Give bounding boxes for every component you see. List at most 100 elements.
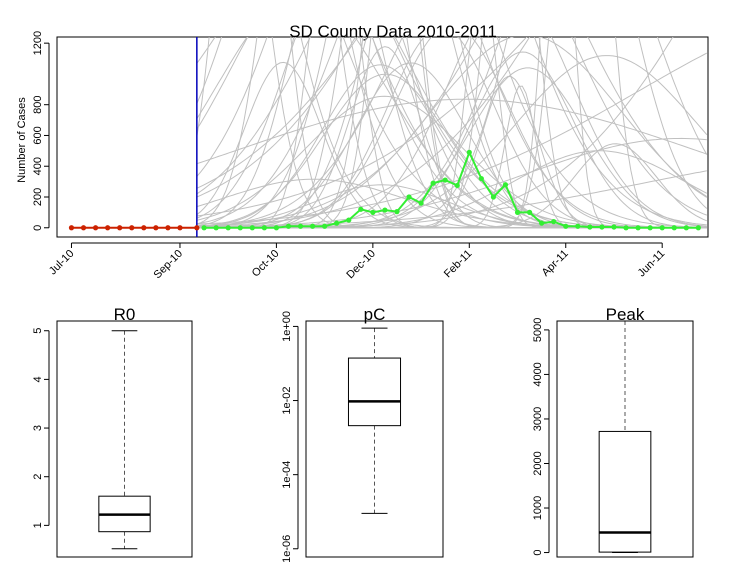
observed-after-point: [659, 225, 665, 231]
simulation-curve: [196, 37, 708, 198]
observed-before-point: [129, 225, 135, 231]
main-y-axis: 0 200 400 600 800 1200: [32, 31, 50, 231]
observed-after-point: [394, 209, 400, 215]
main-chart-title: SD County Data 2010-2011: [289, 22, 497, 41]
observed-before-point: [165, 225, 171, 231]
observed-before-point: [141, 225, 147, 231]
main-x-tick-label: Jul-10: [47, 248, 77, 278]
main-y-tick-label: 600: [32, 126, 44, 144]
observed-after-point: [261, 225, 267, 231]
observed-after-point: [322, 223, 328, 229]
observed-after-point: [683, 225, 689, 231]
observed-after-point: [575, 223, 581, 229]
boxplot-peak-y-tick-label: 1000: [532, 496, 544, 520]
boxplot-pc-box: [347, 357, 402, 427]
observed-after-point: [502, 182, 509, 188]
observed-after-series: [201, 149, 701, 231]
boxplot-r0-y-tick-label: 5: [32, 328, 44, 334]
main-y-axis-label: Number of Cases: [16, 97, 28, 183]
boxplot-pc: pC 1e-06 1e-04 1e-02 1e+00: [281, 305, 444, 563]
observed-after-point: [490, 194, 497, 200]
main-x-tick-label: Apr-11: [540, 248, 571, 279]
boxplot-peak-y-tick-label: 4000: [532, 362, 544, 386]
observed-after-point: [466, 149, 472, 155]
observed-after-point: [370, 209, 376, 215]
observed-after-point: [201, 225, 207, 231]
observed-before-point: [194, 225, 200, 231]
observed-after-point: [563, 223, 569, 229]
observed-after-point: [623, 225, 629, 231]
simulation-curve: [196, 37, 357, 198]
boxplot-r0-y-tick-label: 2: [32, 474, 44, 480]
simulation-curve: [196, 37, 707, 228]
observed-after-point: [647, 225, 653, 231]
boxplot-peak-box: [598, 430, 652, 553]
observed-before-series: [68, 225, 200, 231]
observed-after-point: [297, 223, 304, 229]
boxplot-r0-content: 1 2 3 4 5: [32, 328, 151, 550]
boxplot-peak-content: 0 1000 2000 3000 4000 5000: [532, 318, 652, 556]
simulation-curve: [196, 37, 707, 226]
simulation-curve: [196, 95, 707, 229]
observed-after-point: [430, 180, 436, 186]
observed-after-point: [273, 225, 280, 231]
observed-after-point: [249, 225, 255, 231]
observed-after-point: [237, 225, 243, 231]
observed-before-point: [105, 225, 111, 231]
main-x-tick-label: Oct-10: [250, 248, 282, 280]
observed-after-point: [635, 225, 641, 231]
observed-after-point: [551, 219, 557, 225]
simulation-curve: [196, 37, 478, 227]
simulation-curve: [196, 98, 707, 165]
main-y-tick-label: 1200: [32, 31, 44, 55]
observed-after-point: [599, 224, 605, 230]
observed-before-point: [177, 225, 183, 231]
boxplot-r0-y-tick-label: 4: [32, 376, 44, 382]
observed-after-point: [478, 175, 484, 182]
boxplot-r0-y-tick-label: 1: [32, 522, 44, 528]
observed-before-point: [92, 225, 99, 231]
main-y-tick-label: 400: [32, 157, 44, 175]
simulation-curve: [196, 73, 707, 229]
observed-before-point: [80, 225, 87, 231]
observed-after-point: [418, 200, 424, 206]
simulation-curve: [196, 37, 359, 189]
observed-before-point: [153, 225, 159, 231]
main-y-tick-label: 0: [32, 225, 44, 231]
observed-after-point: [382, 207, 388, 213]
simulation-curves: [196, 37, 708, 229]
simulation-curve: [196, 37, 528, 217]
observed-after-point: [334, 220, 340, 226]
observed-after-point: [285, 223, 292, 229]
main-x-tick-label: Sep-10: [152, 248, 186, 282]
boxplot-pc-title: pC: [364, 305, 386, 324]
observed-after-point: [358, 206, 364, 212]
observed-after-point: [309, 223, 316, 229]
observed-after-point: [671, 225, 677, 231]
simulation-curve: [196, 37, 531, 227]
observed-after-point: [526, 209, 533, 215]
observed-after-point: [539, 220, 545, 226]
boxplot-pc-y-tick-label: 1e-04: [281, 461, 293, 489]
boxplot-pc-content: 1e-06 1e-04 1e-02 1e+00: [281, 311, 402, 563]
main-chart: SD County Data 2010-2011 Number of Cases…: [16, 22, 709, 282]
observed-after-point: [442, 177, 448, 183]
boxplot-peak-y-tick-label: 2000: [532, 451, 544, 475]
main-y-tick-label: 800: [32, 96, 44, 114]
main-plot-frame: [56, 36, 709, 238]
observed-before-point: [68, 225, 75, 231]
observed-after-point: [587, 224, 593, 230]
boxplot-peak-y-tick-label: 3000: [532, 407, 544, 431]
boxplot-r0-frame: [56, 320, 193, 558]
observed-after-point: [406, 194, 412, 200]
boxplot-pc-y-tick-label: 1e-06: [281, 535, 293, 563]
simulation-curve: [196, 37, 707, 228]
observed-after-point: [514, 209, 521, 215]
boxplot-r0-title: R0: [114, 305, 136, 324]
simulation-curve: [196, 37, 707, 229]
main-x-tick-label: Jun-11: [636, 248, 668, 280]
observed-after-point: [454, 182, 460, 189]
observed-after-point: [346, 217, 352, 223]
boxplot-pc-frame: [305, 320, 444, 558]
